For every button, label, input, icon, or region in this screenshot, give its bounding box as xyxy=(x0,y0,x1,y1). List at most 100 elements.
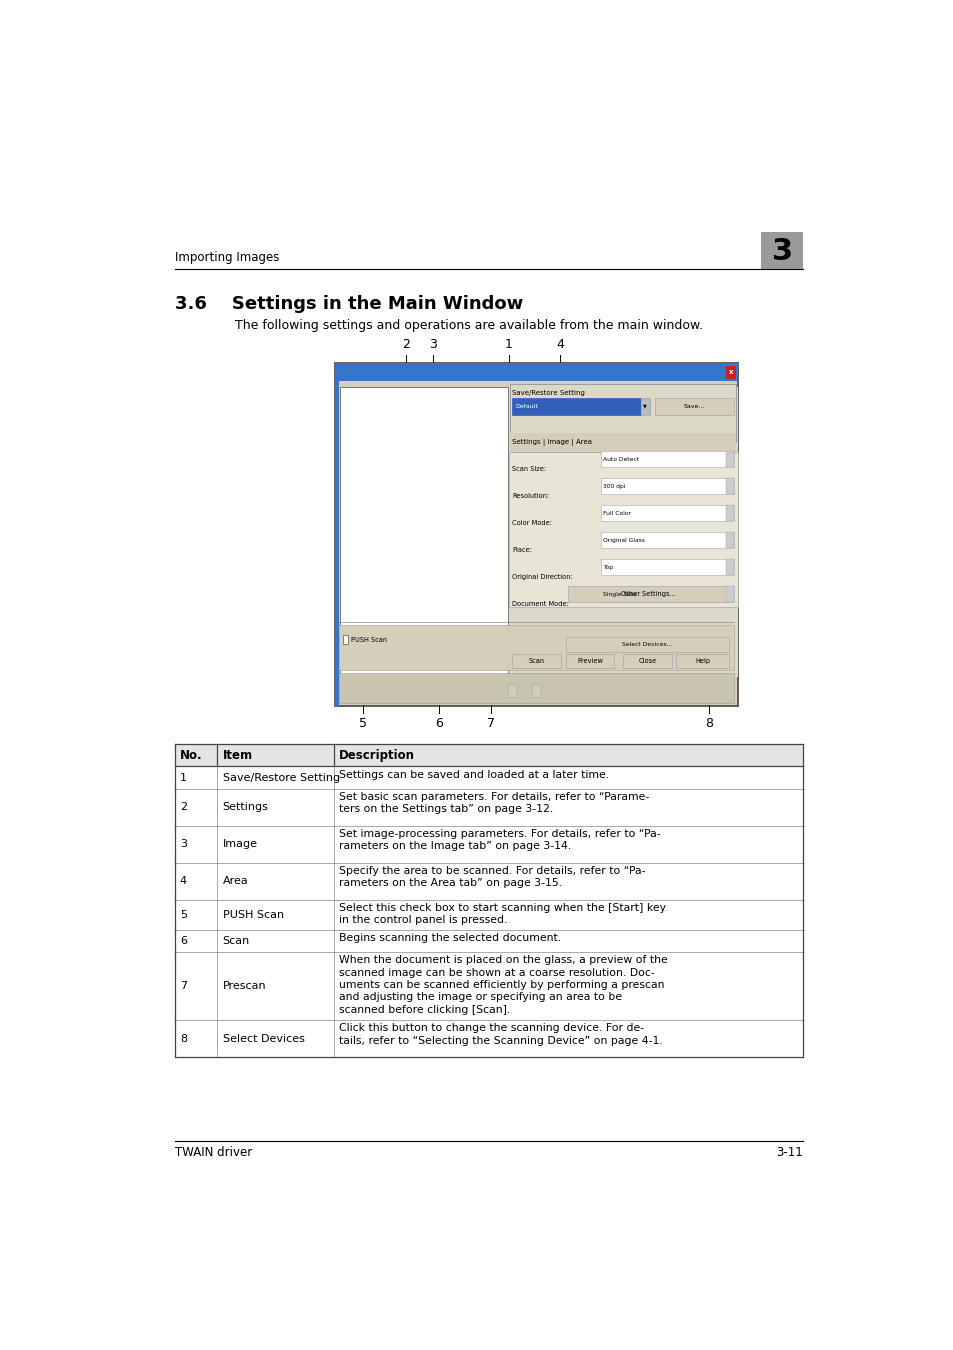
Text: Settings: Settings xyxy=(222,802,268,813)
Bar xyxy=(640,398,649,414)
Text: Area: Area xyxy=(222,876,248,886)
Text: 4: 4 xyxy=(180,876,187,886)
Bar xyxy=(676,653,728,668)
Text: Begins scanning the selected document.: Begins scanning the selected document. xyxy=(338,933,560,942)
Text: 8: 8 xyxy=(704,717,713,730)
Bar xyxy=(509,452,738,608)
Bar xyxy=(725,532,733,548)
Text: Original Direction:: Original Direction: xyxy=(512,574,573,579)
Bar xyxy=(725,505,733,521)
Text: Place:: Place: xyxy=(512,547,532,552)
Text: Specify the area to be scanned. For details, refer to “Pa-
rameters on the Area : Specify the area to be scanned. For deta… xyxy=(338,865,644,888)
Bar xyxy=(174,899,802,930)
Bar xyxy=(342,634,348,644)
Bar xyxy=(174,788,802,826)
Bar xyxy=(335,363,338,706)
Text: Set image-processing parameters. For details, refer to “Pa-
rameters on the Imag: Set image-processing parameters. For det… xyxy=(338,829,659,852)
Bar xyxy=(174,930,802,952)
Text: Scan Size:: Scan Size: xyxy=(512,466,546,471)
Bar xyxy=(725,366,735,379)
Text: 5: 5 xyxy=(180,910,187,919)
Text: Top: Top xyxy=(602,564,613,570)
Bar xyxy=(654,398,733,414)
Text: Image: Image xyxy=(222,840,257,849)
Bar xyxy=(600,586,733,602)
Text: 300 dpi: 300 dpi xyxy=(602,483,625,489)
Bar xyxy=(600,451,733,467)
Bar xyxy=(174,952,802,1021)
Text: 2: 2 xyxy=(402,339,410,351)
Text: Item: Item xyxy=(222,749,253,761)
Bar xyxy=(174,767,802,788)
Bar xyxy=(339,386,508,675)
Text: PUSH Scan: PUSH Scan xyxy=(351,637,387,643)
Bar xyxy=(512,398,649,414)
Text: 6: 6 xyxy=(435,717,442,730)
Text: 3: 3 xyxy=(428,339,436,351)
Bar xyxy=(600,478,733,494)
Text: Preview: Preview xyxy=(577,657,602,664)
Text: 2: 2 xyxy=(180,802,187,813)
Bar xyxy=(725,451,733,467)
Text: 5: 5 xyxy=(359,717,367,730)
Text: Save/Restore Setting: Save/Restore Setting xyxy=(512,390,585,396)
Bar xyxy=(725,559,733,575)
Text: Save/Restore Setting: Save/Restore Setting xyxy=(222,772,339,783)
Bar xyxy=(600,559,733,575)
Text: Settings | Image | Area: Settings | Image | Area xyxy=(512,439,592,446)
Text: 3: 3 xyxy=(180,840,187,849)
Bar xyxy=(725,586,733,602)
Text: Importing Images: Importing Images xyxy=(174,251,279,263)
Bar xyxy=(335,363,738,381)
Text: Select Devices: Select Devices xyxy=(222,1034,304,1044)
Text: Scan: Scan xyxy=(528,657,544,664)
Text: 1: 1 xyxy=(180,772,187,783)
Text: ▼: ▼ xyxy=(642,404,646,409)
Text: Description: Description xyxy=(338,749,415,761)
Text: TWAIN driver: TWAIN driver xyxy=(174,1146,252,1160)
Text: Click this button to change the scanning device. For de-
tails, refer to “Select: Click this button to change the scanning… xyxy=(338,1023,662,1046)
Text: Prescan: Prescan xyxy=(222,981,266,991)
Bar xyxy=(174,863,802,899)
Text: When the document is placed on the glass, a preview of the
scanned image can be : When the document is placed on the glass… xyxy=(338,956,667,1015)
Bar xyxy=(338,674,733,702)
Text: Select this check box to start scanning when the [Start] key
in the control pane: Select this check box to start scanning … xyxy=(338,903,665,925)
Text: 3.6    Settings in the Main Window: 3.6 Settings in the Main Window xyxy=(174,296,522,313)
Bar xyxy=(622,653,671,668)
Text: 7: 7 xyxy=(487,717,495,730)
Text: The following settings and operations are available from the main window.: The following settings and operations ar… xyxy=(234,319,702,332)
Text: 7: 7 xyxy=(180,981,187,991)
Bar xyxy=(600,505,733,521)
Text: PUSH Scan: PUSH Scan xyxy=(222,910,283,919)
Text: Single Side: Single Side xyxy=(602,591,636,597)
Text: Resolution:: Resolution: xyxy=(512,493,549,498)
Text: Save...: Save... xyxy=(682,404,704,409)
Text: 6: 6 xyxy=(180,936,187,946)
Text: Other Settings...: Other Settings... xyxy=(620,591,676,597)
Bar xyxy=(174,744,802,767)
Bar xyxy=(532,684,540,698)
Text: Auto Detect: Auto Detect xyxy=(602,456,639,462)
Bar xyxy=(565,637,728,652)
Bar xyxy=(338,625,733,671)
Bar xyxy=(725,478,733,494)
Text: Default: Default xyxy=(515,404,537,409)
Text: Help: Help xyxy=(695,657,709,664)
Text: 3-11: 3-11 xyxy=(776,1146,802,1160)
Bar xyxy=(760,232,802,270)
Text: 4: 4 xyxy=(556,339,563,351)
Bar xyxy=(174,826,802,863)
Bar xyxy=(567,586,728,602)
Bar xyxy=(510,433,735,452)
Bar xyxy=(507,684,517,698)
Bar xyxy=(335,363,738,706)
Text: Scan: Scan xyxy=(222,936,250,946)
Bar xyxy=(565,653,614,668)
Bar xyxy=(174,1021,802,1057)
Text: 3: 3 xyxy=(771,236,792,266)
Text: No.: No. xyxy=(180,749,202,761)
Bar xyxy=(512,653,560,668)
Bar xyxy=(509,386,738,676)
Text: Set basic scan parameters. For details, refer to “Parame-
ters on the Settings t: Set basic scan parameters. For details, … xyxy=(338,792,648,814)
Text: Full Color: Full Color xyxy=(602,510,631,516)
